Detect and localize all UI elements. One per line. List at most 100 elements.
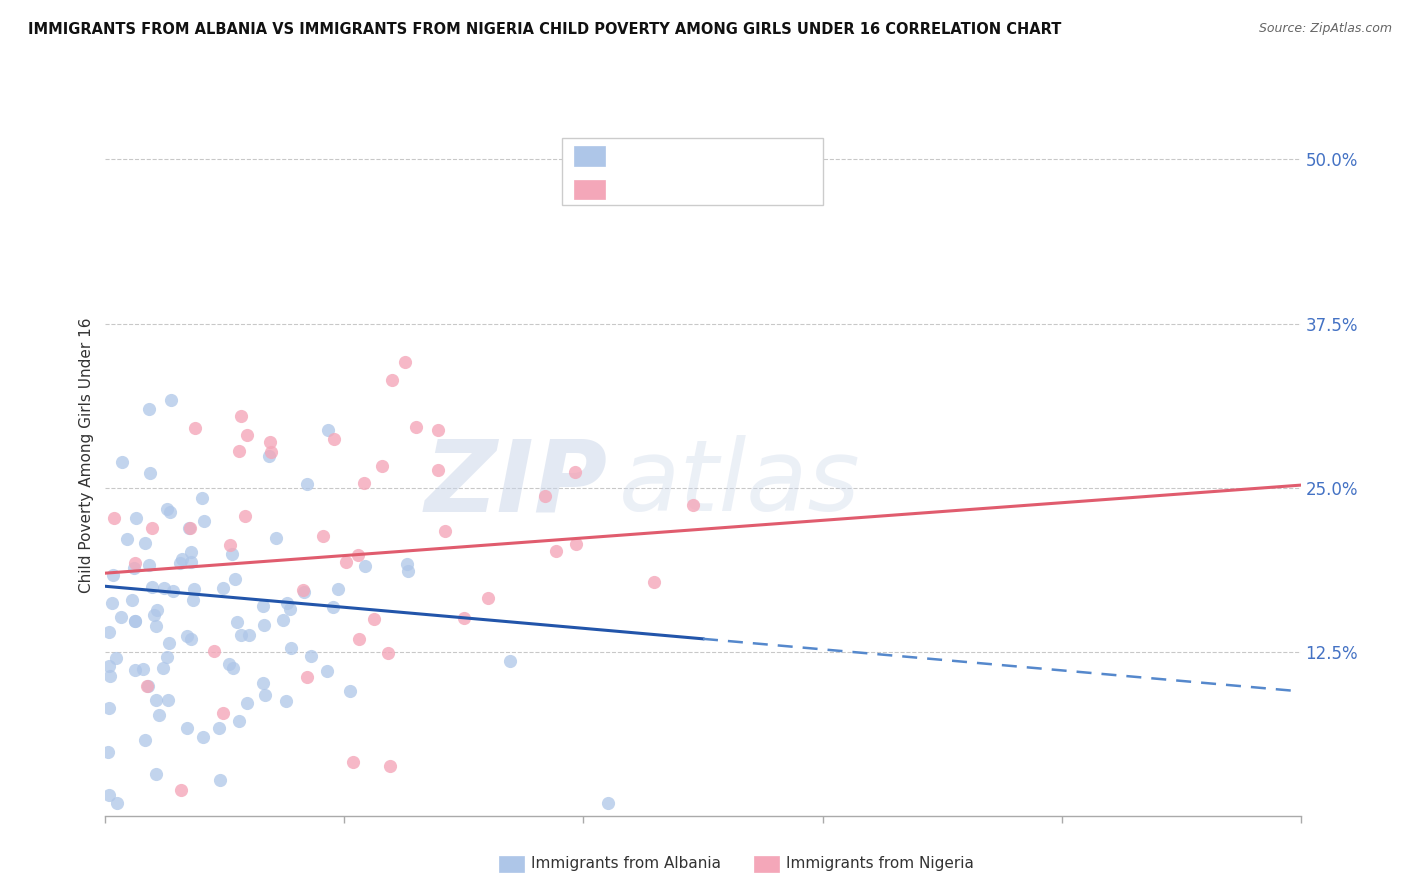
- Point: [225, 615, 247, 629]
- Point: [136, 679, 159, 693]
- Point: [427, 423, 450, 437]
- Point: [180, 555, 202, 569]
- Point: [222, 661, 245, 675]
- Point: [353, 559, 375, 574]
- Point: [299, 648, 322, 663]
- Point: [292, 583, 315, 598]
- Point: [132, 662, 155, 676]
- Point: [266, 531, 288, 545]
- Text: Immigrants from Albania: Immigrants from Albania: [531, 856, 721, 871]
- Point: [136, 679, 159, 693]
- Point: [190, 491, 212, 506]
- Point: [124, 663, 146, 677]
- Point: [271, 613, 294, 627]
- Point: [316, 423, 339, 437]
- Point: [156, 693, 179, 707]
- Point: [565, 537, 588, 551]
- Point: [97, 745, 120, 759]
- Point: [292, 584, 315, 599]
- Point: [682, 498, 704, 512]
- Text: 0.179: 0.179: [647, 181, 695, 196]
- Y-axis label: Child Poverty Among Girls Under 16: Child Poverty Among Girls Under 16: [79, 318, 94, 592]
- Point: [170, 552, 193, 566]
- Point: [231, 628, 253, 642]
- Point: [105, 650, 128, 665]
- Text: 43: 43: [749, 181, 769, 196]
- Point: [143, 607, 166, 622]
- Text: Immigrants from Nigeria: Immigrants from Nigeria: [786, 856, 974, 871]
- Point: [596, 796, 619, 810]
- Point: [212, 581, 235, 595]
- Point: [183, 582, 205, 596]
- Point: [97, 624, 120, 639]
- Point: [427, 463, 450, 477]
- Text: N =: N =: [717, 181, 751, 196]
- Point: [184, 421, 207, 435]
- Point: [534, 489, 557, 503]
- Point: [162, 583, 184, 598]
- Point: [208, 772, 231, 787]
- Text: R =: R =: [613, 147, 647, 162]
- Point: [238, 628, 260, 642]
- Point: [396, 557, 419, 571]
- Point: [180, 545, 202, 559]
- Point: [259, 434, 281, 449]
- Point: [322, 600, 344, 615]
- Point: [138, 558, 160, 572]
- Point: [276, 596, 298, 610]
- Point: [121, 593, 143, 607]
- Point: [381, 373, 404, 387]
- Point: [212, 706, 235, 721]
- Point: [228, 443, 250, 458]
- Point: [98, 789, 121, 803]
- Point: [156, 650, 179, 665]
- Point: [176, 629, 198, 643]
- Point: [103, 511, 125, 525]
- Point: [235, 427, 257, 442]
- Point: [110, 610, 132, 624]
- Point: [134, 535, 156, 549]
- Point: [191, 730, 214, 744]
- Point: [101, 596, 124, 610]
- Point: [218, 538, 240, 552]
- Point: [179, 521, 201, 535]
- Point: [160, 393, 183, 408]
- Point: [297, 669, 319, 683]
- Point: [98, 659, 121, 673]
- Point: [208, 721, 231, 735]
- Point: [252, 676, 274, 690]
- Point: [156, 501, 179, 516]
- Point: [124, 556, 146, 570]
- Text: -0.134: -0.134: [647, 147, 696, 162]
- Point: [145, 766, 167, 780]
- Point: [342, 755, 364, 769]
- Point: [176, 721, 198, 735]
- Point: [394, 355, 416, 369]
- Point: [544, 544, 567, 558]
- Point: [378, 758, 401, 772]
- Point: [396, 564, 419, 578]
- Point: [141, 580, 163, 594]
- Point: [233, 509, 256, 524]
- Point: [433, 524, 456, 539]
- Point: [499, 654, 522, 668]
- Point: [145, 693, 167, 707]
- Point: [179, 521, 201, 535]
- Point: [145, 619, 167, 633]
- Text: IMMIGRANTS FROM ALBANIA VS IMMIGRANTS FROM NIGERIA CHILD POVERTY AMONG GIRLS UND: IMMIGRANTS FROM ALBANIA VS IMMIGRANTS FR…: [28, 22, 1062, 37]
- Point: [453, 611, 475, 625]
- Point: [346, 548, 368, 562]
- Point: [218, 657, 240, 671]
- Point: [257, 449, 280, 463]
- Point: [105, 796, 128, 810]
- Point: [152, 661, 174, 675]
- Point: [170, 783, 193, 797]
- Point: [377, 646, 399, 660]
- Point: [141, 521, 163, 535]
- Text: 91: 91: [749, 147, 769, 162]
- Point: [353, 475, 375, 490]
- Point: [405, 419, 427, 434]
- Text: atlas: atlas: [619, 435, 860, 533]
- Point: [228, 714, 250, 728]
- Point: [323, 433, 346, 447]
